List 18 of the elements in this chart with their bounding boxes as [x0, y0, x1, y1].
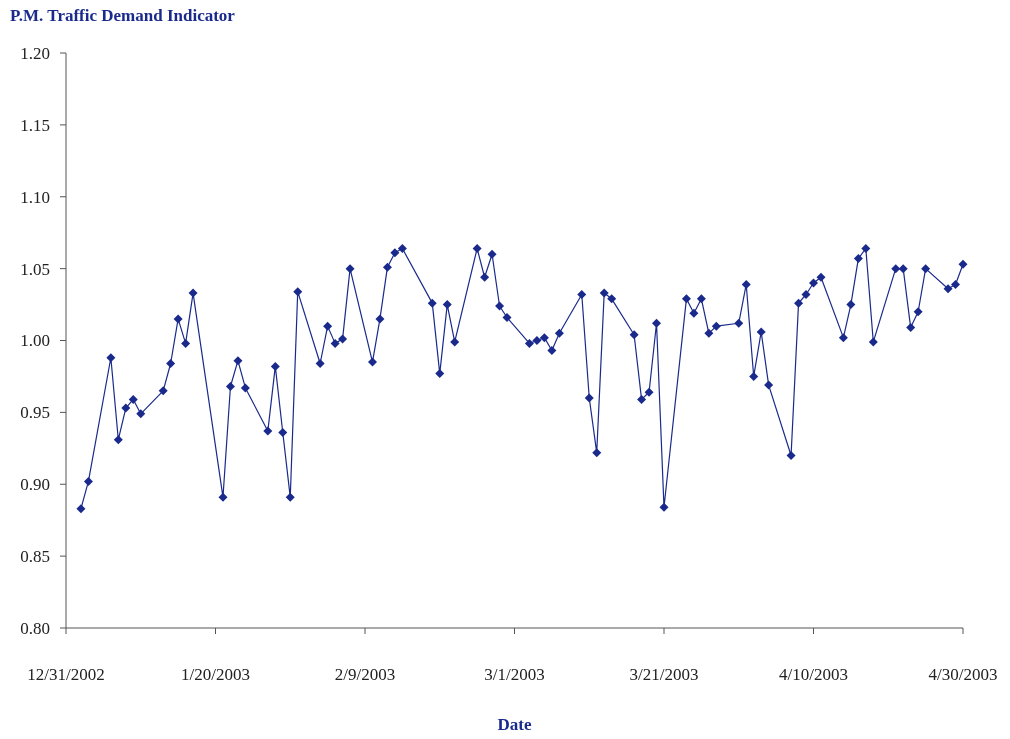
y-tick-label: 1.10 [20, 187, 50, 207]
y-tick-label: 0.85 [20, 547, 50, 567]
x-tick-label: 12/31/2002 [27, 665, 105, 684]
x-tick-label: 4/10/2003 [779, 665, 848, 684]
x-tick-label: 2/9/2003 [334, 665, 396, 684]
y-tick-label: 0.80 [20, 618, 50, 638]
y-tick-label: 0.90 [20, 475, 50, 495]
x-tick-label: 4/30/2003 [928, 665, 998, 684]
y-tick-label: 1.00 [20, 331, 50, 351]
y-tick-label: 1.05 [20, 259, 50, 279]
x-tick-label: 3/1/2003 [484, 665, 545, 684]
chart-title: P.M. Traffic Demand Indicator [10, 6, 236, 25]
y-tick-label: 1.15 [20, 115, 50, 135]
x-tick-label: 1/20/2003 [181, 665, 250, 684]
x-tick-label: 3/21/2003 [629, 665, 699, 684]
y-tick-label: 0.95 [20, 403, 50, 423]
y-tick-label: 1.20 [20, 43, 50, 63]
x-axis-title: Date [497, 715, 532, 734]
